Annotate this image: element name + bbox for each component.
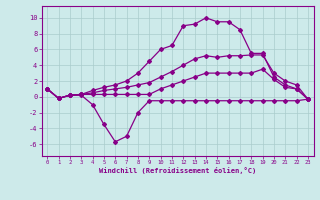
X-axis label: Windchill (Refroidissement éolien,°C): Windchill (Refroidissement éolien,°C) (99, 167, 256, 174)
